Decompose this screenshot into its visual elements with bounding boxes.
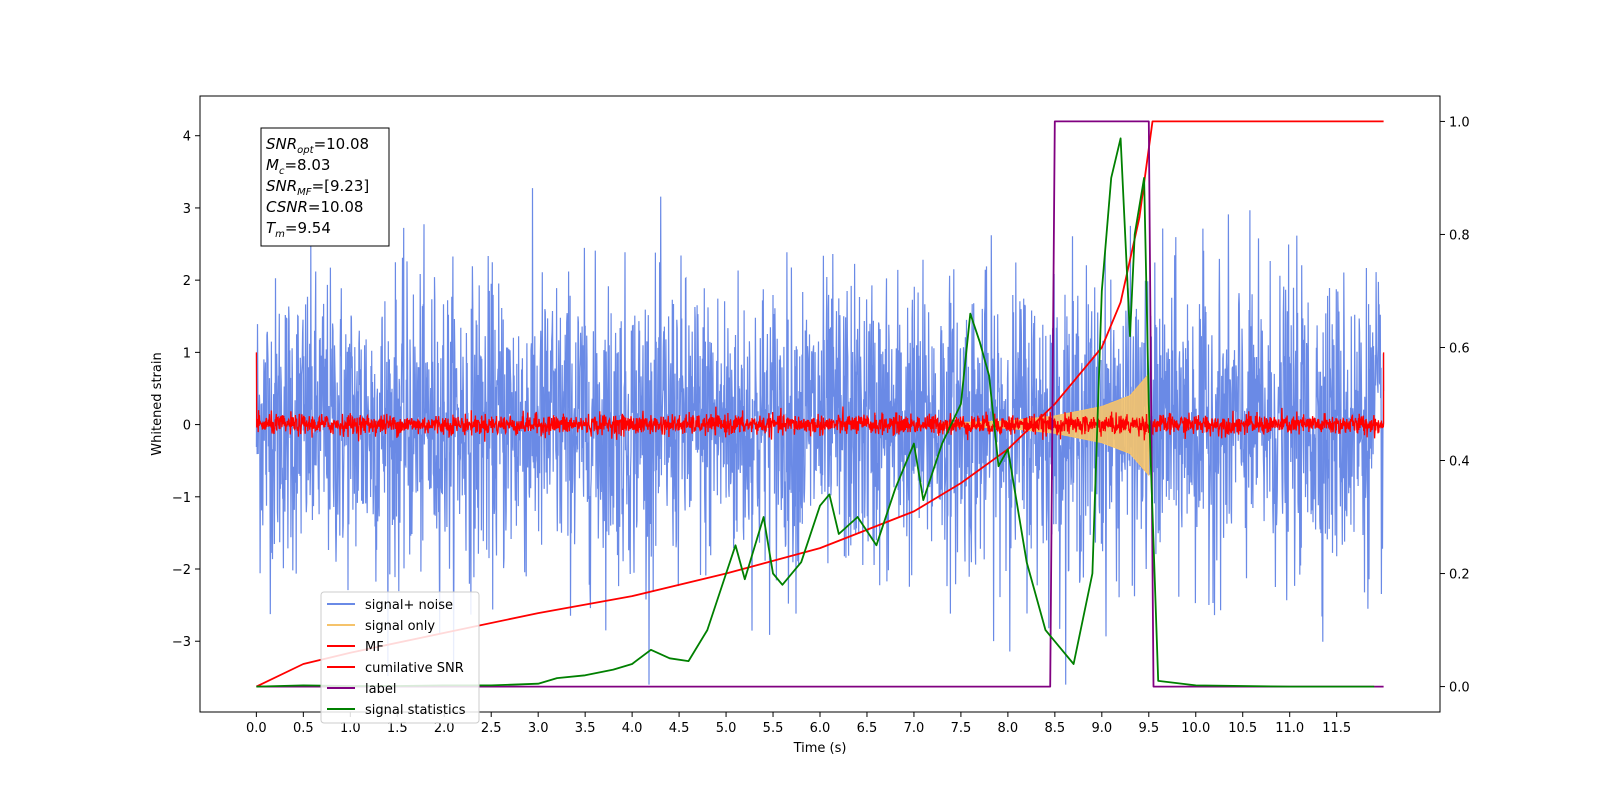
x-tick-label: 2.0 xyxy=(434,721,455,736)
label-series xyxy=(256,120,1384,688)
x-tick-label: 6.0 xyxy=(810,721,831,736)
x-tick-label: 5.0 xyxy=(716,721,737,736)
signal-statistics-line xyxy=(256,137,1375,688)
x-tick-label: 0.5 xyxy=(293,721,314,736)
x-tick-label: 10.5 xyxy=(1228,721,1257,736)
x-tick-label: 4.0 xyxy=(622,721,643,736)
mf-series xyxy=(255,352,1385,442)
x-tick-label: 7.5 xyxy=(951,721,972,736)
legend-entry-mf: MF xyxy=(365,640,384,655)
annotation-snr-opt: SNRopt=10.08 xyxy=(266,135,369,156)
legend-entry-signal-only: signal only xyxy=(365,619,435,634)
legend-entry-label: label xyxy=(365,682,396,697)
x-tick-label: 3.0 xyxy=(528,721,549,736)
x-tick-label: 11.0 xyxy=(1275,721,1304,736)
x-tick-label: 11.5 xyxy=(1322,721,1351,736)
y-tick-label: −2 xyxy=(172,563,191,578)
x-tick-label: 5.5 xyxy=(763,721,784,736)
annotation-snr-mf: SNRMF=[9.23] xyxy=(266,177,369,198)
y-tick-label: 3 xyxy=(183,202,191,217)
x-tick-label: 1.0 xyxy=(340,721,361,736)
annotation-box: SNRopt=10.08 Mc=8.03 SNRMF=[9.23] CSNR=1… xyxy=(260,127,390,247)
x-tick-label: 9.5 xyxy=(1138,721,1159,736)
legend-entry-cumulative-snr: cumilative SNR xyxy=(365,661,464,676)
signal-statistics-series xyxy=(256,137,1375,688)
x-tick-label: 8.5 xyxy=(1045,721,1066,736)
annotation-frame xyxy=(260,127,390,247)
annotation-csnr: CSNR=10.08 xyxy=(266,198,363,216)
annotation-tm: Tm=9.54 xyxy=(266,219,331,240)
legend-entry-signal-noise: signal+ noise xyxy=(365,598,453,613)
y-tick-label: 1 xyxy=(183,346,191,361)
legend-frame xyxy=(320,591,480,724)
y-axis-left: 4 3 2 1 0 −1 −2 −3 xyxy=(172,130,200,650)
mf-line xyxy=(255,352,1385,442)
annotation-mc: Mc=8.03 xyxy=(266,156,330,177)
x-tick-label: 4.5 xyxy=(669,721,690,736)
x-tick-label: 6.5 xyxy=(857,721,878,736)
x-tick-label: 1.5 xyxy=(387,721,408,736)
label-line xyxy=(256,120,1384,688)
y2-tick-label: 0.4 xyxy=(1449,455,1470,470)
y-axis-label: Whitened strain xyxy=(150,352,165,455)
y2-tick-label: 0.8 xyxy=(1449,228,1470,243)
x-tick-label: 2.5 xyxy=(481,721,502,736)
x-axis-label: Time (s) xyxy=(793,741,847,756)
x-tick-label: 9.0 xyxy=(1091,721,1112,736)
y-tick-label: 4 xyxy=(183,130,191,145)
y-tick-label: 0 xyxy=(183,419,191,434)
legend: signal+ noise signal only MF cumilative … xyxy=(320,591,480,724)
y-tick-label: 2 xyxy=(183,274,191,289)
y-axis-right: 1.0 0.8 0.6 0.4 0.2 0.0 xyxy=(1440,115,1470,696)
y2-tick-label: 0.6 xyxy=(1449,341,1470,356)
x-axis: 0.0 0.5 1.0 1.5 2.0 2.5 3.0 3.5 4.0 4.5 5.0 5.5 6.0 6… xyxy=(246,712,1351,736)
y-tick-label: −3 xyxy=(172,635,191,650)
x-tick-label: 10.0 xyxy=(1181,721,1210,736)
y2-tick-label: 1.0 xyxy=(1449,115,1470,130)
legend-entry-signal-statistics: signal statistics xyxy=(365,703,466,718)
x-tick-label: 8.0 xyxy=(998,721,1019,736)
x-tick-label: 3.5 xyxy=(575,721,596,736)
y2-tick-label: 0.2 xyxy=(1449,568,1470,583)
x-tick-label: 7.0 xyxy=(904,721,925,736)
x-tick-label: 0.0 xyxy=(246,721,267,736)
y-tick-label: −1 xyxy=(172,491,191,506)
y2-tick-label: 0.0 xyxy=(1449,681,1470,696)
